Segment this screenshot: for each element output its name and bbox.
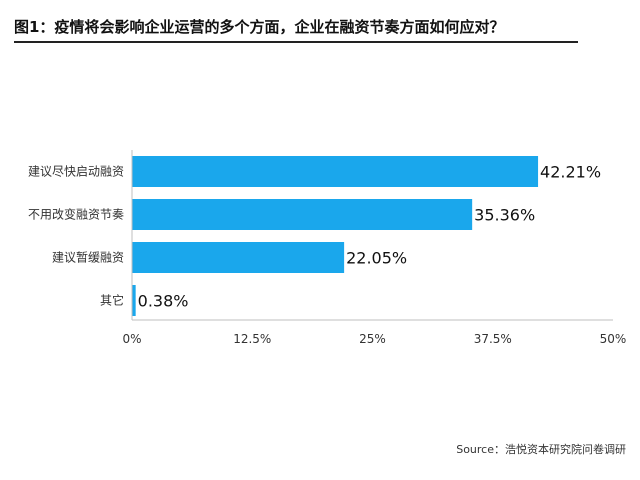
value-label-1: 35.36% (474, 206, 535, 225)
value-label-2: 22.05% (346, 249, 407, 268)
source-note: Source：浩悦资本研究院问卷调研 (456, 443, 626, 456)
category-label-1: 不用改变融资节奏 (28, 207, 124, 222)
bar-0 (132, 156, 539, 187)
title-underline (14, 41, 578, 43)
category-label-0: 建议尽快启动融资 (28, 165, 124, 179)
x-tick-label-3: 37.5% (474, 332, 512, 346)
bar-1 (132, 199, 473, 230)
chart-title: 图1：疫情将会影响企业运营的多个方面，企业在融资节奏方面如何应对？ (14, 18, 505, 36)
category-label-3: 其它 (100, 293, 124, 308)
value-label-3: 0.38% (138, 292, 189, 311)
x-tick-label-1: 12.5% (233, 332, 271, 346)
bar-2 (132, 242, 345, 273)
x-tick-label-4: 50% (600, 332, 627, 346)
x-tick-label-0: 0% (122, 332, 141, 346)
category-label-2: 建议暂缓融资 (52, 251, 124, 265)
value-label-0: 42.21% (540, 163, 601, 182)
bar-3 (132, 285, 136, 316)
x-tick-label-2: 25% (359, 332, 386, 346)
